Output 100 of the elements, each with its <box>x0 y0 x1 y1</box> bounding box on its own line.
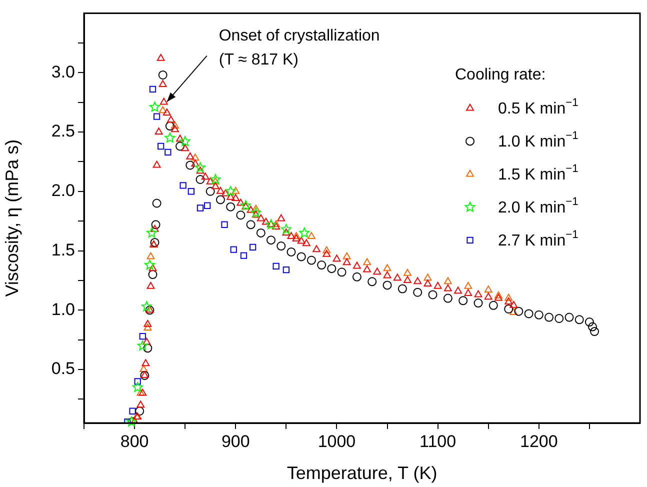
point <box>250 207 262 218</box>
point <box>206 186 215 196</box>
point <box>137 340 148 350</box>
point <box>342 252 351 260</box>
x-tick-label: 1100 <box>420 432 456 451</box>
point <box>280 224 292 234</box>
point <box>148 270 158 280</box>
point <box>176 142 185 151</box>
point <box>534 310 544 320</box>
text: 1.0 <box>51 300 75 319</box>
point <box>230 246 237 253</box>
x-tick-label: 1200 <box>520 432 558 451</box>
annotation: Onset of crystallization (T ≈ 817 K) <box>218 27 380 68</box>
point <box>327 264 336 274</box>
point <box>129 408 136 414</box>
point <box>204 202 211 209</box>
point <box>164 132 176 142</box>
point <box>226 202 236 212</box>
point <box>428 290 438 300</box>
point <box>524 309 534 318</box>
point <box>149 86 156 93</box>
point <box>221 221 228 228</box>
point <box>368 277 377 286</box>
point <box>494 291 502 298</box>
y-tick-label: 2.5 <box>51 122 75 141</box>
point <box>444 277 452 284</box>
point <box>424 274 432 281</box>
legend-title: Cooling rate: <box>455 66 546 84</box>
point <box>143 344 152 353</box>
point <box>272 262 280 270</box>
point <box>171 122 179 129</box>
point <box>165 122 174 131</box>
point <box>144 323 152 330</box>
point <box>158 142 164 150</box>
point <box>458 296 468 306</box>
point <box>180 182 186 189</box>
point <box>564 312 574 322</box>
point <box>140 365 148 372</box>
point <box>152 198 162 208</box>
point <box>134 378 141 385</box>
point <box>232 186 240 194</box>
point <box>514 306 524 316</box>
point <box>296 252 306 262</box>
y-tick-label: 0.5 <box>51 359 75 378</box>
point <box>188 188 194 195</box>
point <box>317 260 326 270</box>
point <box>584 318 594 327</box>
point <box>216 195 225 204</box>
x-tick-label: 800 <box>120 432 149 451</box>
x-tick-label: 1000 <box>318 432 356 451</box>
point <box>484 285 492 292</box>
point <box>180 136 190 146</box>
point <box>164 148 172 156</box>
point <box>196 204 204 212</box>
point <box>504 304 514 314</box>
point <box>276 242 286 251</box>
point <box>225 186 236 196</box>
point <box>186 160 195 170</box>
point <box>282 266 290 274</box>
point <box>588 322 597 332</box>
point <box>544 312 554 322</box>
point <box>574 315 584 324</box>
text: 2.0 <box>51 181 75 200</box>
point <box>150 102 160 112</box>
point <box>135 406 144 416</box>
point <box>383 264 392 272</box>
point <box>266 236 276 245</box>
point <box>158 70 168 80</box>
point <box>363 258 372 266</box>
point <box>146 227 157 238</box>
point <box>158 106 167 114</box>
point <box>153 113 160 120</box>
point <box>196 174 205 184</box>
point <box>413 288 422 297</box>
y-tick-label: 1.5 <box>51 240 75 260</box>
point <box>590 327 600 336</box>
point <box>554 314 564 323</box>
point <box>352 272 362 282</box>
point <box>306 256 316 265</box>
x-tick-label: 900 <box>221 432 250 451</box>
point <box>256 228 266 238</box>
point <box>141 301 152 312</box>
point <box>146 252 155 260</box>
point <box>307 232 316 240</box>
point <box>286 247 296 256</box>
point <box>139 332 146 340</box>
y-axis-title: Viscosity, η (mPa s) <box>2 139 22 297</box>
point <box>474 298 483 308</box>
point <box>126 416 137 426</box>
point <box>246 220 256 230</box>
point <box>488 300 498 310</box>
point <box>464 282 472 289</box>
point <box>144 260 155 270</box>
point <box>195 162 206 172</box>
point <box>504 294 513 301</box>
text: 3.0 <box>51 62 75 82</box>
point <box>210 174 221 184</box>
point <box>132 382 143 392</box>
point <box>249 244 256 251</box>
point <box>151 220 160 230</box>
